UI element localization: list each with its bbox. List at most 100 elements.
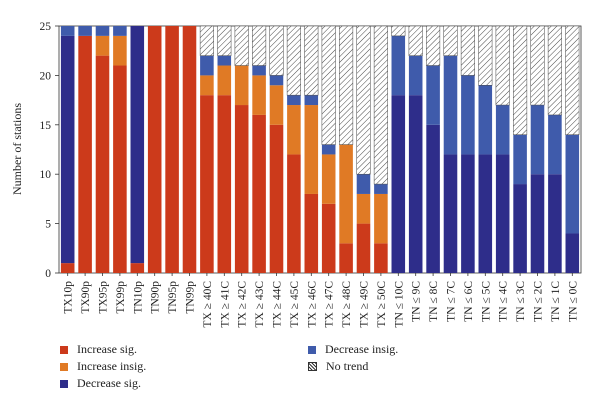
x-tick-label: TX ≥ 48C: [341, 281, 353, 328]
bar-segment-5-s3: [130, 26, 145, 264]
y-tick-label: 5: [45, 219, 51, 231]
bar-segment-23-s5: [443, 25, 458, 56]
bar-segment-13-s5: [269, 25, 284, 76]
bar-segment-18-s5: [356, 25, 371, 175]
x-tick-label: TN90p: [150, 281, 162, 314]
bar-segment-20-s4: [391, 35, 406, 96]
bar-segment-30-s4: [565, 134, 580, 234]
bar-segment-23-s4: [443, 55, 458, 155]
bar-segment-3-s1: [95, 55, 110, 273]
bar-segment-4-s4: [113, 26, 127, 36]
bar-segment-16-s2: [321, 154, 336, 204]
bar-segment-3-s4: [95, 26, 110, 36]
legend-swatch: [60, 379, 68, 388]
bar-segment-1-s3: [60, 35, 75, 264]
bar-segment-28-s4: [530, 105, 545, 175]
bar-segment-30-s5: [565, 25, 580, 135]
bar-segment-22-s3: [426, 124, 440, 273]
x-tick-label: TX ≥ 41C: [219, 281, 231, 328]
bar-segment-14-s5: [286, 25, 301, 96]
x-tick-label: TX ≥ 49C: [359, 281, 371, 328]
x-tick-label: TX ≥ 43C: [254, 281, 266, 328]
bar-segment-24-s4: [461, 75, 475, 155]
bar-segment-1-s4: [60, 26, 75, 36]
bar-segment-16-s5: [321, 25, 336, 145]
bar-segment-20-s5: [391, 25, 406, 37]
bar-segment-25-s5: [478, 25, 493, 86]
bar-segment-9-s5: [199, 25, 214, 56]
x-tick-label: TN ≤ 1C: [550, 281, 562, 322]
bar-segment-11-s5: [234, 25, 249, 66]
bar-segment-15-s5: [304, 25, 319, 96]
y-tick-label: 25: [40, 21, 52, 33]
legend-label: No trend: [326, 359, 369, 373]
bar-segment-18-s2: [356, 193, 371, 224]
bar-segment-10-s2: [217, 65, 232, 96]
bar-segment-11-s2: [234, 65, 249, 106]
bar-segment-12-s2: [252, 75, 266, 115]
bar-segment-24-s5: [460, 25, 475, 76]
x-tick-label: TN ≤ 0C: [567, 281, 579, 322]
x-tick-label: TN ≤ 5C: [480, 281, 492, 322]
y-tick-label: 20: [40, 70, 52, 82]
bar-segment-19-s2: [374, 193, 388, 244]
bar-segment-26-s3: [495, 154, 510, 273]
plot-frame: [58, 25, 582, 274]
x-tick-label: TX ≥ 40C: [202, 281, 214, 328]
bar-segment-28-s3: [530, 174, 545, 273]
x-tick-label: TN95p: [167, 281, 179, 314]
y-tick-label: 0: [45, 268, 51, 280]
bar-segment-13-s4: [269, 75, 284, 86]
bar-segment-6-s1: [147, 26, 162, 273]
legend-swatch: [60, 362, 68, 371]
x-tick-label: TN ≤ 6C: [463, 281, 475, 322]
x-tick-label: TN ≤ 9C: [411, 281, 423, 322]
bar-segment-4-s2: [113, 35, 127, 66]
bar-segment-26-s4: [495, 105, 510, 155]
legend-swatch: [60, 345, 68, 354]
x-tick-label: TX ≥ 46C: [306, 281, 318, 328]
bar-segment-29-s4: [548, 114, 562, 175]
bar-segment-15-s4: [304, 95, 319, 106]
x-axis: TX10p TX90p TX95p TX99p TN10p TN90p TN95p TN99p…: [63, 273, 579, 328]
bar-segment-28-s5: [530, 25, 545, 106]
bar-segment-29-s5: [547, 25, 562, 116]
y-axis: 0 5 10 15 20 25: [40, 21, 59, 280]
legend-label: Increase sig.: [77, 342, 137, 356]
bars-group: [60, 25, 580, 274]
bar-segment-25-s3: [478, 154, 493, 273]
x-tick-label: TX10p: [63, 281, 75, 314]
x-tick-label: TX99p: [115, 281, 127, 314]
bar-segment-1-s1: [60, 263, 75, 273]
bar-segment-30-s3: [565, 233, 580, 273]
bar-segment-10-s1: [217, 95, 232, 273]
bar-segment-15-s1: [304, 193, 319, 273]
bar-segment-14-s2: [287, 105, 301, 155]
x-tick-label: TX ≥ 45C: [289, 281, 301, 328]
bar-segment-26-s5: [495, 25, 510, 106]
legend-item: Increase insig.: [60, 359, 146, 374]
bar-segment-25-s4: [478, 85, 493, 155]
x-tick-label: TN ≤ 4C: [498, 281, 510, 322]
legend-item: Decrease sig.: [60, 376, 141, 391]
bar-segment-20-s3: [391, 95, 406, 273]
bar-segment-8-s1: [182, 26, 197, 273]
x-tick-label: TN10p: [132, 281, 144, 314]
x-tick-label: TN ≤ 7C: [446, 281, 458, 322]
bar-segment-7-s1: [165, 26, 179, 273]
legend-item: Decrease insig.: [308, 342, 398, 357]
bar-segment-22-s5: [426, 25, 441, 66]
y-tick-label: 15: [40, 120, 52, 132]
plot-border: [58, 25, 582, 274]
legend-swatch: [308, 345, 316, 354]
y-axis-title: Number of stations: [10, 103, 24, 195]
bar-segment-12-s5: [252, 25, 267, 66]
bar-segment-15-s2: [304, 105, 319, 194]
bar-segment-19-s4: [374, 184, 388, 194]
bar-segment-5-s1: [130, 263, 145, 273]
legend-item: No trend: [308, 359, 368, 374]
legend-swatch: [308, 362, 317, 371]
bar-segment-16-s1: [321, 203, 336, 273]
bar-segment-12-s4: [252, 65, 266, 76]
